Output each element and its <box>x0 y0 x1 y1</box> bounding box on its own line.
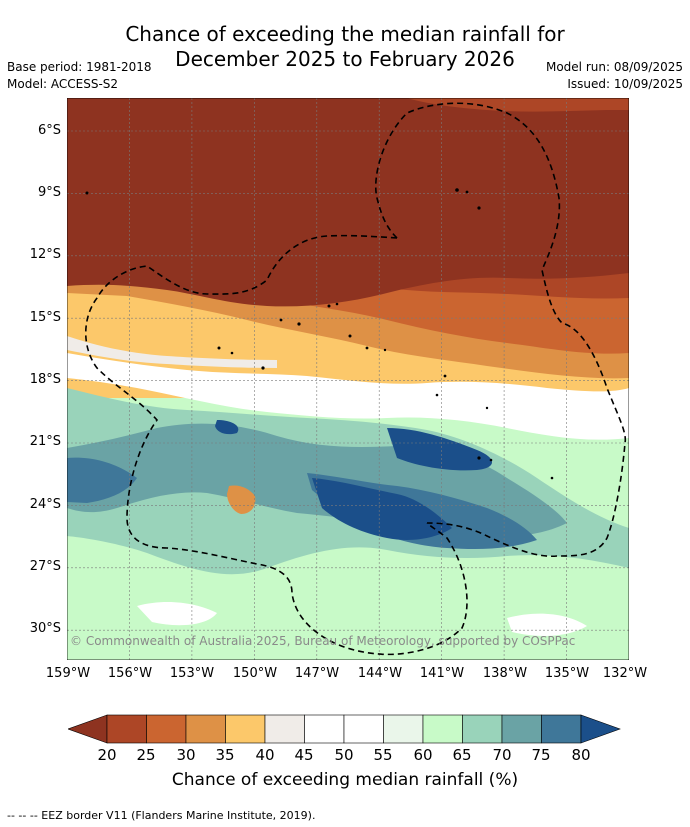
colorbar-segment <box>304 714 345 744</box>
lat-label-15s: 15°S <box>29 310 61 325</box>
lon-label-135w: 135°W <box>544 666 590 681</box>
lat-label-27s: 27°S <box>29 559 61 574</box>
colorbar-extend-high <box>580 714 621 744</box>
band-below-20 <box>67 98 629 307</box>
colorbar-tick: 20 <box>97 746 117 764</box>
model-run: Model run: 08/09/2025 <box>545 60 683 74</box>
colorbar-segment <box>146 714 187 744</box>
title-line-2: December 2025 to February 2026 <box>175 47 515 71</box>
eez-footnote: -- -- -- EEZ border V11 (Flanders Marine… <box>7 809 316 822</box>
lon-label-159w: 159°W <box>45 666 91 681</box>
colorbar-tick: 35 <box>215 746 235 764</box>
title-line-1: Chance of exceeding the median rainfall … <box>125 22 565 46</box>
colorbar-tick: 80 <box>571 746 591 764</box>
band-40-45 <box>67 336 277 368</box>
gridlines <box>67 98 629 660</box>
issued-date: Issued: 10/09/2025 <box>567 77 683 91</box>
eez-border-west <box>85 234 468 656</box>
light-pocket <box>137 602 587 636</box>
map-title: Chance of exceeding the median rainfall … <box>0 22 690 72</box>
colorbar-segment <box>225 714 266 744</box>
colorbar-segment <box>185 714 226 744</box>
model-name: Model: ACCESS-S2 <box>7 77 119 91</box>
islands <box>85 188 554 480</box>
eez-border-north <box>375 102 627 558</box>
colorbar <box>68 714 621 744</box>
colorbar-segment <box>501 714 542 744</box>
base-period: Base period: 1981-2018 <box>7 60 152 74</box>
copyright-notice: © Commonwealth of Australia 2025, Bureau… <box>70 634 576 648</box>
lon-label-150w: 150°W <box>232 666 278 681</box>
colorbar-segment <box>422 714 463 744</box>
meta-left: Base period: 1981-2018 Model: ACCESS-S2 <box>7 59 152 93</box>
lat-label-24s: 24°S <box>29 497 61 512</box>
band-45-55 <box>67 353 629 440</box>
band-above-80 <box>215 420 492 540</box>
lon-label-141w: 141°W <box>419 666 465 681</box>
lat-label-9s: 9°S <box>37 185 61 200</box>
lon-label-138w: 138°W <box>482 666 528 681</box>
lat-label-12s: 12°S <box>29 247 61 262</box>
colorbar-tick: 65 <box>452 746 472 764</box>
colorbar-segment <box>264 714 305 744</box>
colorbar-tick: 60 <box>413 746 433 764</box>
meta-right: Model run: 08/09/2025 Issued: 10/09/2025 <box>546 59 683 93</box>
lat-label-30s: 30°S <box>29 621 61 636</box>
lat-label-6s: 6°S <box>37 123 61 138</box>
lat-label-18s: 18°S <box>29 372 61 387</box>
colorbar-label: Chance of exceeding median rainfall (%) <box>171 770 519 790</box>
lon-label-147w: 147°W <box>294 666 340 681</box>
colorbar-tick: 70 <box>492 746 512 764</box>
dry-pocket <box>227 485 256 514</box>
lon-label-132w: 132°W <box>602 666 648 681</box>
lon-label-156w: 156°W <box>107 666 153 681</box>
colorbar-extend-low <box>68 714 108 744</box>
colorbar-tick: 25 <box>136 746 156 764</box>
colorbar-segment <box>106 714 147 744</box>
colorbar-tick: 30 <box>176 746 196 764</box>
lon-label-153w: 153°W <box>169 666 215 681</box>
lon-label-144w: 144°W <box>357 666 403 681</box>
colorbar-segment <box>541 714 582 744</box>
colorbar-segment <box>462 714 503 744</box>
colorbar-tick: 40 <box>255 746 275 764</box>
colorbar-tick: 45 <box>294 746 314 764</box>
rainfall-map <box>67 98 629 660</box>
colorbar-segment <box>383 714 424 744</box>
colorbar-tick: 75 <box>531 746 551 764</box>
lat-label-21s: 21°S <box>29 434 61 449</box>
colorbar-tick: 55 <box>373 746 393 764</box>
colorbar-segment <box>343 714 384 744</box>
colorbar-tick: 50 <box>334 746 354 764</box>
